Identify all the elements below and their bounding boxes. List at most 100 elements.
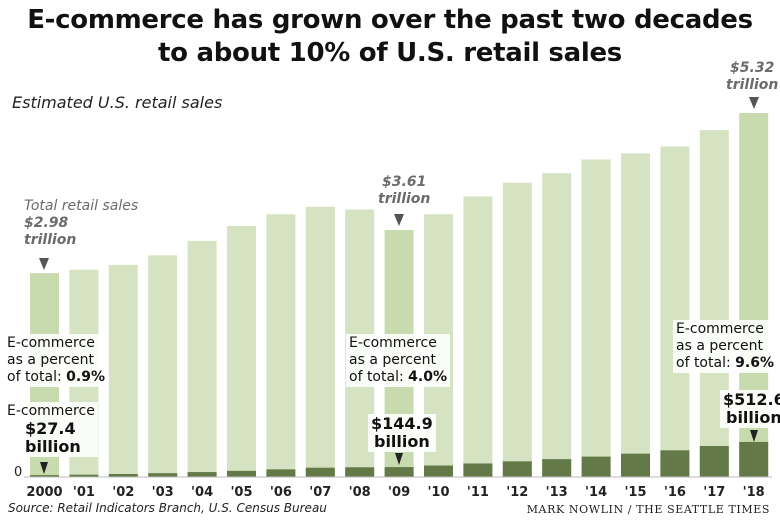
pct-2018-line1: E-commerce [676, 321, 764, 337]
tick-label-05: '05 [230, 485, 252, 500]
marker-2000-total [39, 258, 49, 270]
pct-2009-annotation: E-commerce as a percent of total: 4.0% [346, 334, 450, 387]
ecom-2000-value: $27.4 [25, 419, 76, 438]
title-line-1: E-commerce has grown over the past two d… [27, 5, 753, 35]
ecommerce-bar-04 [187, 472, 217, 477]
pct-2000-line3: of total: 0.9% [7, 369, 105, 386]
pct-2018-annotation: E-commerce as a percent of total: 9.6% [673, 320, 777, 373]
ecom-2018-value: $512.6 [723, 390, 780, 409]
total-2009-value: $3.61 [382, 174, 427, 190]
tick-label-07: '07 [309, 485, 331, 500]
total-2009-unit: trillion [378, 191, 431, 207]
pct-2000-label: of total: [7, 369, 62, 385]
tick-label-03: '03 [152, 485, 174, 500]
ecommerce-bar-07 [305, 467, 335, 477]
ecommerce-bar-12 [502, 461, 532, 477]
marker-2018-total [749, 97, 759, 109]
ecom-2009-annotation: $144.9 billion [368, 414, 436, 452]
tick-label-10: '10 [427, 485, 449, 500]
tick-label-2000: 2000 [26, 485, 62, 500]
total-bar-16 [660, 146, 690, 478]
ecommerce-bar-01 [69, 474, 99, 477]
title-line-2: to about 10% of U.S. retail sales [158, 38, 622, 68]
pct-2018-line2: as a percent [676, 338, 763, 354]
pct-2000-annotation: E-commerce as a percent of total: 0.9% [4, 334, 108, 387]
total-bar-13 [542, 173, 572, 478]
ecom-2018-unit: billion [725, 408, 780, 427]
chart-subtitle: Estimated U.S. retail sales [12, 93, 223, 112]
ecommerce-bar-16 [660, 450, 690, 477]
total-2018-value: $5.32 [730, 60, 775, 76]
x-tick-labels: 2000 '01 '02 '03 '04 '05 '06 '07 '08 '09 '10 '11 '12… [26, 485, 764, 500]
total-bar-04 [187, 240, 217, 477]
pct-2018-line3: of total: 9.6% [676, 355, 774, 372]
tick-label-02: '02 [112, 485, 134, 500]
tick-label-06: '06 [270, 485, 292, 500]
pct-2018-label: of total: [676, 355, 731, 371]
ecommerce-bar-09 [384, 467, 414, 477]
pct-2000-line1: E-commerce [7, 335, 95, 351]
ecommerce-bar-03 [148, 473, 178, 477]
total-label: Total retail sales [24, 198, 139, 214]
total-2000-value: $2.98 [24, 215, 69, 231]
tick-label-14: '14 [585, 485, 607, 500]
ecommerce-bar-08 [345, 467, 375, 477]
total-bar-05 [227, 225, 256, 477]
total-2018-annotation: $5.32 trillion [726, 60, 778, 94]
ecommerce-bar-05 [227, 470, 256, 477]
ecommerce-bar-11 [463, 463, 493, 477]
tick-label-15: '15 [624, 485, 646, 500]
ecommerce-bars [30, 441, 769, 477]
ecom-2009-unit: billion [373, 432, 430, 451]
pct-2018-value: 9.6% [735, 355, 774, 371]
total-bar-06 [266, 214, 296, 477]
pct-2009-value: 4.0% [408, 369, 447, 385]
marker-2009-ecom [395, 453, 403, 465]
ecom-label: E-commerce [7, 403, 95, 419]
chart-title: E-commerce has grown over the past two d… [0, 4, 780, 70]
ecommerce-bar-14 [581, 456, 611, 477]
ecommerce-bar-15 [621, 453, 650, 477]
ecommerce-bar-2000 [30, 475, 59, 477]
tick-label-13: '13 [546, 485, 568, 500]
total-2000-annotation: Total retail sales $2.98 trillion [24, 198, 138, 249]
total-bar-02 [108, 264, 138, 477]
total-2009-annotation: $3.61 trillion [378, 174, 430, 208]
total-bar-07 [305, 206, 335, 477]
tick-label-09: '09 [388, 485, 410, 500]
ecom-2000-unit: billion [25, 437, 81, 456]
marker-2018-ecom [750, 430, 758, 442]
tick-label-11: '11 [467, 485, 489, 500]
tick-label-01: '01 [73, 485, 95, 500]
total-bar-12 [502, 182, 532, 477]
tick-label-04: '04 [191, 485, 213, 500]
total-bar-11 [463, 196, 493, 477]
pct-2000-value: 0.9% [66, 369, 105, 385]
ecommerce-bar-13 [542, 459, 572, 477]
marker-2000-ecom [40, 462, 48, 474]
tick-label-18: '18 [743, 485, 765, 500]
pct-2009-line3: of total: 4.0% [349, 369, 447, 386]
tick-label-12: '12 [506, 485, 528, 500]
total-bar-03 [148, 255, 178, 477]
pct-2009-line2: as a percent [349, 352, 436, 368]
credit-line: MARK NOWLIN / THE SEATTLE TIMES [526, 503, 770, 516]
pct-2009-line1: E-commerce [349, 335, 437, 351]
ecommerce-bar-02 [108, 473, 138, 477]
pct-2000-line2: as a percent [7, 352, 94, 368]
ecom-2009-value: $144.9 [371, 414, 433, 433]
source-note: Source: Retail Indicators Branch, U.S. C… [8, 501, 327, 515]
ecom-2018-annotation: $512.6 billion [720, 390, 780, 428]
ecom-2000-annotation: E-commerce $27.4 billion [4, 402, 98, 457]
total-2000-unit: trillion [24, 232, 77, 248]
tick-label-17: '17 [703, 485, 725, 500]
y-zero-label: 0 [14, 465, 22, 480]
tick-label-08: '08 [349, 485, 371, 500]
tick-label-16: '16 [664, 485, 686, 500]
total-bar-14 [581, 159, 611, 478]
marker-2009-total [394, 214, 404, 226]
pct-2009-label: of total: [349, 369, 404, 385]
ecommerce-bar-06 [266, 469, 296, 477]
total-2018-unit: trillion [726, 77, 779, 93]
ecommerce-bar-18 [739, 441, 769, 477]
